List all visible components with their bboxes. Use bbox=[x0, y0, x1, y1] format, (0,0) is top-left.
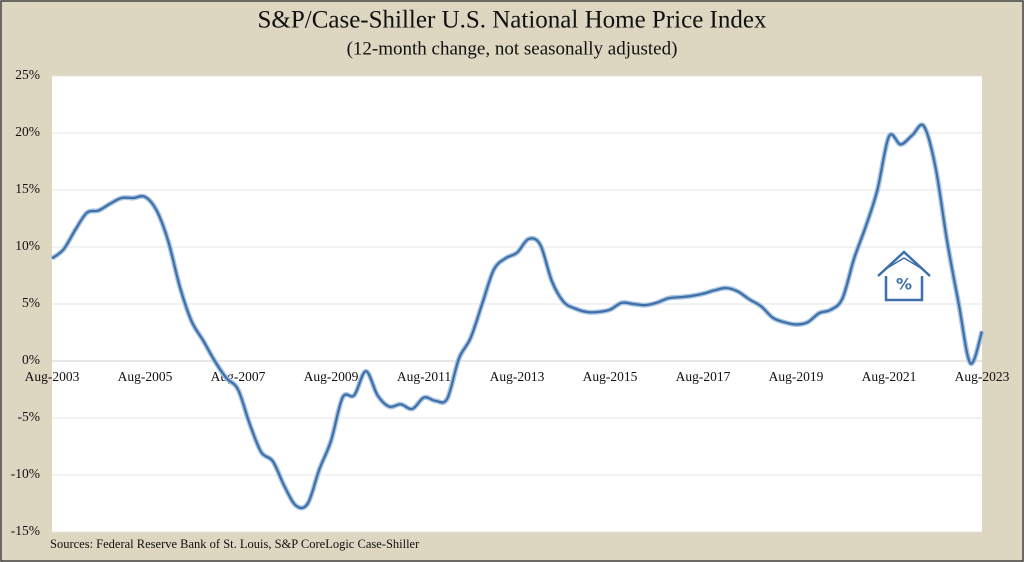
y-tick-label: 5% bbox=[22, 295, 40, 310]
chart-subtitle: (12-month change, not seasonally adjuste… bbox=[347, 38, 678, 59]
y-tick-label: -5% bbox=[18, 409, 41, 424]
x-tick-label: Aug-2009 bbox=[304, 369, 359, 384]
x-tick-label: Aug-2023 bbox=[955, 369, 1010, 384]
x-tick-label: Aug-2019 bbox=[769, 369, 824, 384]
y-tick-label: 25% bbox=[15, 67, 40, 82]
x-tick-label: Aug-2017 bbox=[676, 369, 731, 384]
x-tick-label: Aug-2003 bbox=[25, 369, 80, 384]
source-note: Sources: Federal Reserve Bank of St. Lou… bbox=[50, 537, 420, 551]
y-tick-label: 15% bbox=[15, 181, 40, 196]
svg-text:%: % bbox=[896, 275, 912, 294]
y-tick-label: 10% bbox=[15, 238, 40, 253]
x-tick-label: Aug-2015 bbox=[583, 369, 638, 384]
y-tick-label: 0% bbox=[22, 352, 40, 367]
y-tick-label: -15% bbox=[11, 523, 40, 538]
x-tick-label: Aug-2005 bbox=[118, 369, 173, 384]
x-tick-label: Aug-2021 bbox=[862, 369, 917, 384]
y-tick-label: 20% bbox=[15, 124, 40, 139]
x-tick-label: Aug-2011 bbox=[397, 369, 451, 384]
y-tick-label: -10% bbox=[11, 466, 40, 481]
chart-title: S&P/Case-Shiller U.S. National Home Pric… bbox=[258, 7, 767, 34]
line bbox=[51, 123, 984, 510]
x-tick-label: Aug-2013 bbox=[490, 369, 545, 384]
house-icon: % bbox=[877, 250, 931, 302]
